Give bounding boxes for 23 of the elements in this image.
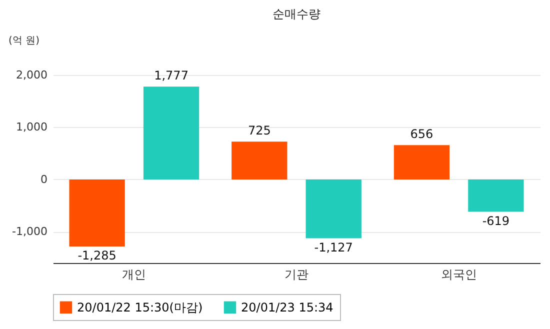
bar [69, 179, 125, 247]
x-tick-label: 외국인 [440, 268, 477, 282]
bar [143, 86, 200, 180]
x-tick-label: 기관 [284, 268, 308, 282]
x-tick-label: 개인 [122, 268, 146, 282]
legend-label: 20/01/22 15:30(마감) [77, 300, 203, 314]
bar [468, 179, 524, 212]
y-tick-label: -1,000 [12, 225, 48, 238]
data-label: -619 [482, 214, 510, 228]
bar [232, 142, 288, 180]
data-label: 1,777 [154, 68, 188, 83]
data-label: -1,127 [314, 240, 353, 254]
data-label: -1,285 [78, 248, 116, 263]
y-tick-label: 0 [40, 172, 48, 186]
data-label: 725 [248, 124, 271, 138]
bar [306, 179, 362, 238]
bar [394, 145, 450, 180]
chart-title: 순매수량 [272, 7, 320, 21]
legend-label: 20/01/23 15:34 [241, 300, 334, 314]
y-axis-title: (억 원) [8, 36, 40, 46]
y-tick-label: 1,000 [16, 120, 48, 134]
data-label: 656 [410, 127, 434, 142]
y-tick-label: 2,000 [16, 68, 48, 82]
